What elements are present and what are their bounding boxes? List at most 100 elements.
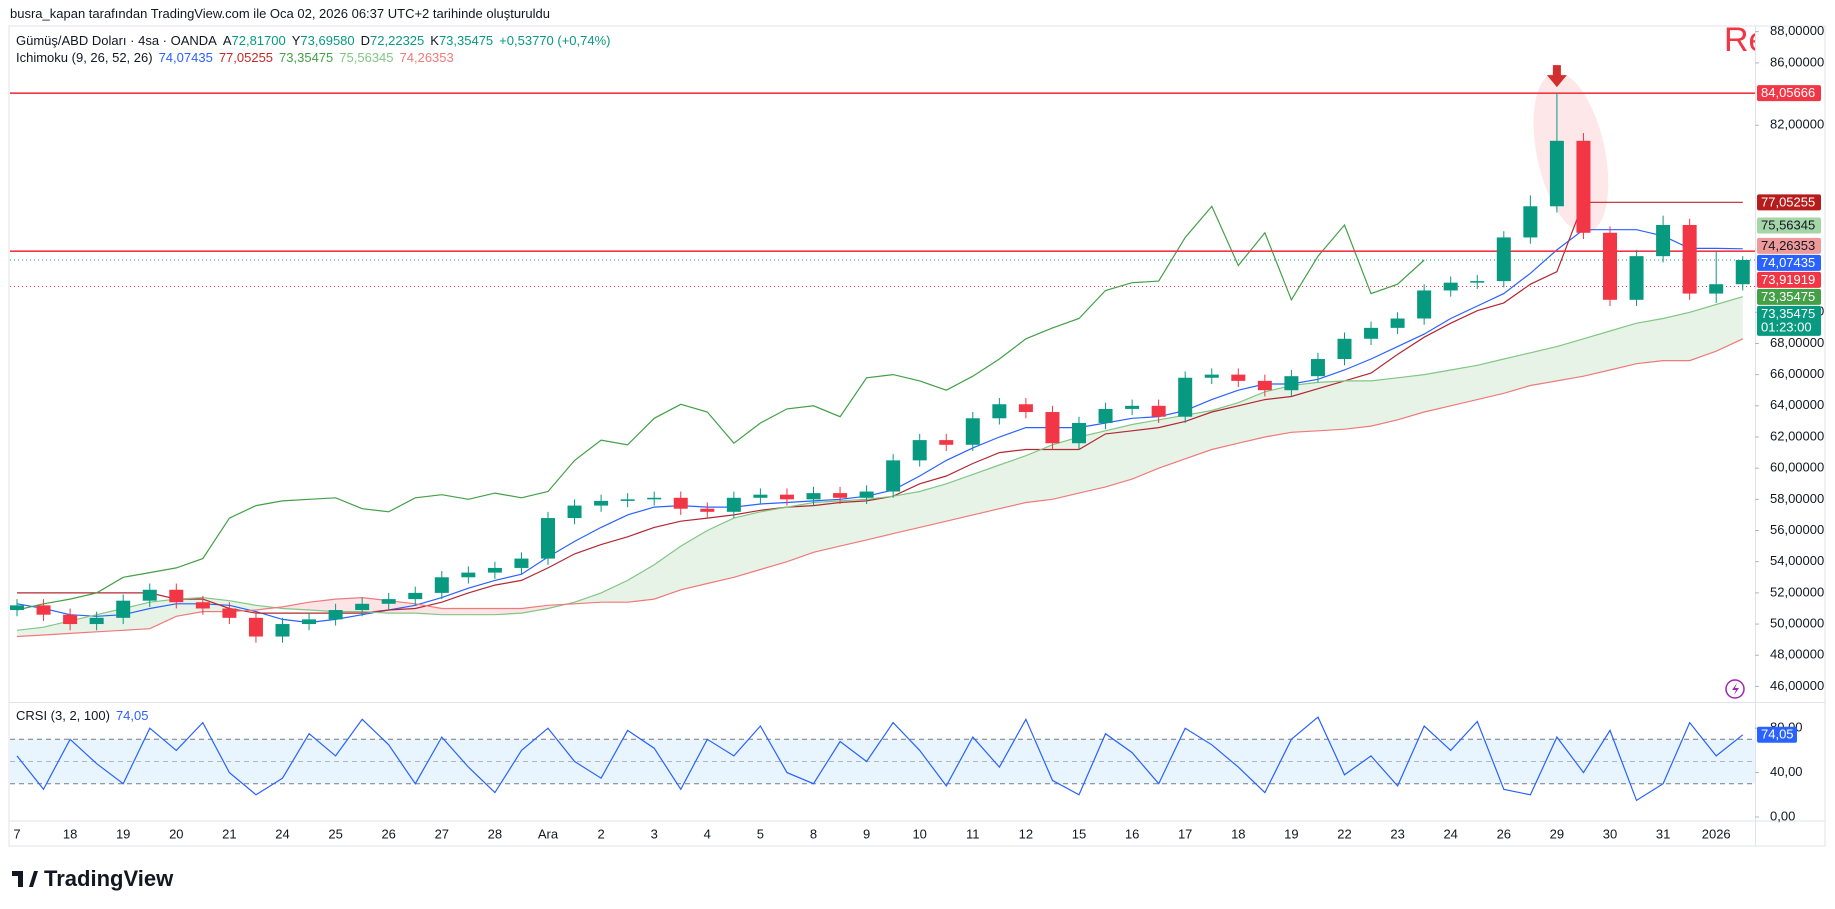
y-tick-label: 40,00 [1770, 764, 1803, 779]
alert-icon[interactable] [1725, 679, 1745, 699]
x-tick-label: 12 [1019, 826, 1033, 841]
cloud [1371, 377, 1398, 427]
cloud [17, 627, 44, 637]
candle-body [1284, 376, 1299, 391]
crsi-line [16, 716, 1744, 802]
x-tick-label: 3 [651, 826, 658, 841]
cloud [999, 455, 1026, 509]
x-tick-label: Ara [538, 826, 559, 841]
cloud [972, 465, 1000, 515]
symbol: Gümüş/ABD Doları · 4sa · OANDA [16, 33, 217, 48]
candle-body [195, 602, 210, 609]
indicator-line [16, 338, 1744, 638]
crsi: CRSI (3, 2, 100) [16, 708, 110, 723]
indicator-value: 74,07435 [158, 50, 213, 65]
x-tick-label: 5 [757, 826, 764, 841]
cloud [1477, 359, 1504, 400]
cloud [707, 518, 734, 584]
candle-body [10, 605, 24, 611]
ohlc: A72,81700 Y73,69580 D72,22325 K73,35475 [223, 33, 493, 48]
x-tick-label: 2 [597, 826, 604, 841]
y-tick-label: 62,00000 [1770, 428, 1824, 443]
candle-body [912, 440, 927, 461]
candle-body [328, 610, 343, 620]
candle-body [1072, 422, 1086, 444]
candle-body [806, 493, 821, 500]
cloud [1025, 444, 1053, 503]
price-pane [10, 72, 1755, 643]
cloud [760, 507, 787, 570]
cloud [1503, 352, 1531, 394]
candle-body [461, 572, 476, 578]
candle-body [89, 617, 104, 625]
price-badge [1757, 194, 1821, 211]
candle-body [1364, 327, 1379, 339]
legend-row: Gümüş/ABD Doları · 4sa · OANDA A72,81700… [16, 33, 610, 48]
price-badge-label: 77,05255 [1761, 194, 1815, 209]
cloud [1450, 365, 1478, 406]
cloud [1689, 304, 1717, 361]
cloud [1397, 374, 1425, 420]
cloud [946, 474, 973, 522]
candle-body [222, 608, 237, 618]
candle-body [36, 605, 51, 615]
cloud [43, 620, 71, 635]
logo: TradingView [12, 866, 173, 892]
price-badge-label: 73,91919 [1761, 272, 1815, 287]
cloud [1636, 318, 1664, 364]
ohlc-item: K73,35475 [430, 33, 493, 48]
cloud [1344, 380, 1372, 430]
cloud [1264, 385, 1292, 437]
candle-body [700, 508, 715, 512]
cloud [1238, 391, 1265, 444]
candle-body [939, 440, 954, 445]
candle-body [1257, 380, 1272, 391]
logo-mark [12, 871, 38, 887]
cloud [1052, 436, 1079, 500]
cloud [521, 605, 548, 614]
price-badge-label: 74,07435 [1761, 255, 1815, 270]
indicator-value: 74,26353 [399, 50, 454, 65]
x-tick-label: 28 [488, 826, 502, 841]
cloud [601, 580, 628, 603]
ohlc-value: 72,22325 [370, 33, 425, 48]
price-badge-label: 74,26353 [1761, 238, 1815, 253]
cloud [786, 502, 814, 562]
indicator-line [16, 205, 1425, 611]
candle-body [567, 505, 582, 519]
candle-body [169, 589, 184, 603]
y-tick-label: 86,00000 [1770, 54, 1824, 69]
candle-body [1629, 256, 1644, 300]
cloud [1424, 369, 1451, 413]
cloud [1185, 410, 1212, 459]
x-tick-label: 20 [169, 826, 183, 841]
x-tick-label: 26 [381, 826, 395, 841]
y-tick-label: 60,00000 [1770, 460, 1824, 475]
price-badge-label: 75,56345 [1761, 217, 1815, 232]
cloud [840, 499, 867, 547]
candle-body [1443, 282, 1458, 291]
candle-body [1735, 259, 1750, 285]
y-tick-label: 88,00000 [1770, 23, 1824, 38]
y-tick-label: 64,00000 [1770, 397, 1824, 412]
y-tick-label: 82,00000 [1770, 117, 1824, 132]
x-tick-label: 22 [1337, 826, 1351, 841]
y-tick-label: 68,00000 [1770, 335, 1824, 350]
candle-body [1549, 140, 1564, 207]
x-tick-label: 21 [222, 826, 236, 841]
cloud [1105, 424, 1133, 487]
cloud [866, 496, 894, 540]
ohlc-key: A [222, 33, 232, 48]
indicator-value: 73,35475 [279, 50, 334, 65]
x-tick-label: 26 [1497, 826, 1511, 841]
x-tick-label: 9 [863, 826, 870, 841]
y-tick-label: 66,00000 [1770, 366, 1824, 381]
x-tick-label: 10 [912, 826, 926, 841]
cloud [627, 564, 655, 603]
x-tick-label: 19 [1284, 826, 1298, 841]
indicator-values: 74,07435 77,05255 73,35475 75,56345 74,26353 [159, 50, 454, 65]
ohlc-value: 73,69580 [300, 33, 355, 48]
candle-body [859, 491, 874, 498]
indicator-value: 75,56345 [339, 50, 394, 65]
